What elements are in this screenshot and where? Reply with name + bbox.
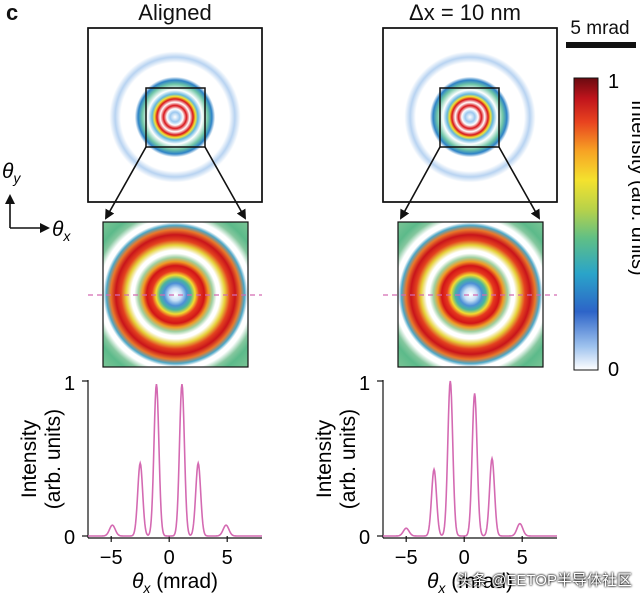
left-xtick-label: −5 <box>100 547 123 569</box>
left-zoom-arrow-right <box>204 146 246 220</box>
right-title: Δx = 10 nm <box>409 0 521 25</box>
left-profile-curve <box>88 383 262 537</box>
left-ylabel: Intensity <box>18 419 41 498</box>
colorbar-min-label: 0 <box>608 359 619 381</box>
right-ytick-1: 1 <box>359 373 370 395</box>
right-zoom-arrow-left <box>400 146 441 220</box>
right-ylabel: Intensity <box>313 419 336 498</box>
watermark: 头条 @EETOP半导体社区 <box>457 572 632 589</box>
right-xticks: −5 0 5 <box>395 536 528 569</box>
right-profile-plot: 1 0 Intensity (arb. units) −5 0 5 θx (mrad… <box>313 373 557 596</box>
right-xtick-label: 5 <box>517 547 528 569</box>
right-xtick-label: 0 <box>459 547 470 569</box>
right-zoom-box <box>439 87 500 148</box>
left-xtick-label: 5 <box>222 547 233 569</box>
left-title: Aligned <box>138 0 212 25</box>
colorbar-title: Intensity (arb. units) <box>627 100 640 276</box>
right-zoomed-pattern <box>383 221 557 368</box>
left-profile-plot: 1 0 Intensity (arb. units) −5 0 5 θx (mrad… <box>18 373 262 596</box>
right-ylabel-units: (arb. units) <box>337 409 360 509</box>
scale-bar <box>566 42 636 48</box>
right-xtick-label: −5 <box>395 547 418 569</box>
right-profile-curve <box>383 380 557 537</box>
right-xlabel: θx (mrad) <box>427 570 513 596</box>
right-ytick-0: 0 <box>359 527 370 549</box>
panel-label: c <box>6 0 19 25</box>
axis-indicator: θy θx <box>2 160 71 244</box>
left-zoom-box <box>145 87 206 148</box>
left-ylabel-units: (arb. units) <box>42 409 65 509</box>
left-far-field-pattern <box>87 27 263 203</box>
left-zoom-arrow-left <box>105 146 147 220</box>
theta-x-label: θx <box>52 218 71 244</box>
colorbar-max-label: 1 <box>608 71 619 93</box>
left-zoomed-pattern <box>88 221 262 368</box>
colorbar: 1 0 Intensity (arb. units) <box>573 71 640 381</box>
right-far-field-pattern <box>382 27 558 203</box>
scale-bar-label: 5 mrad <box>570 18 630 39</box>
left-xlabel: θx (mrad) <box>132 570 218 596</box>
left-ytick-1: 1 <box>64 373 75 395</box>
left-xtick-label: 0 <box>164 547 175 569</box>
left-ytick-0: 0 <box>64 527 75 549</box>
left-xticks: −5 0 5 <box>100 536 233 569</box>
theta-y-label: θy <box>2 160 21 186</box>
right-zoom-arrow-right <box>498 146 540 220</box>
